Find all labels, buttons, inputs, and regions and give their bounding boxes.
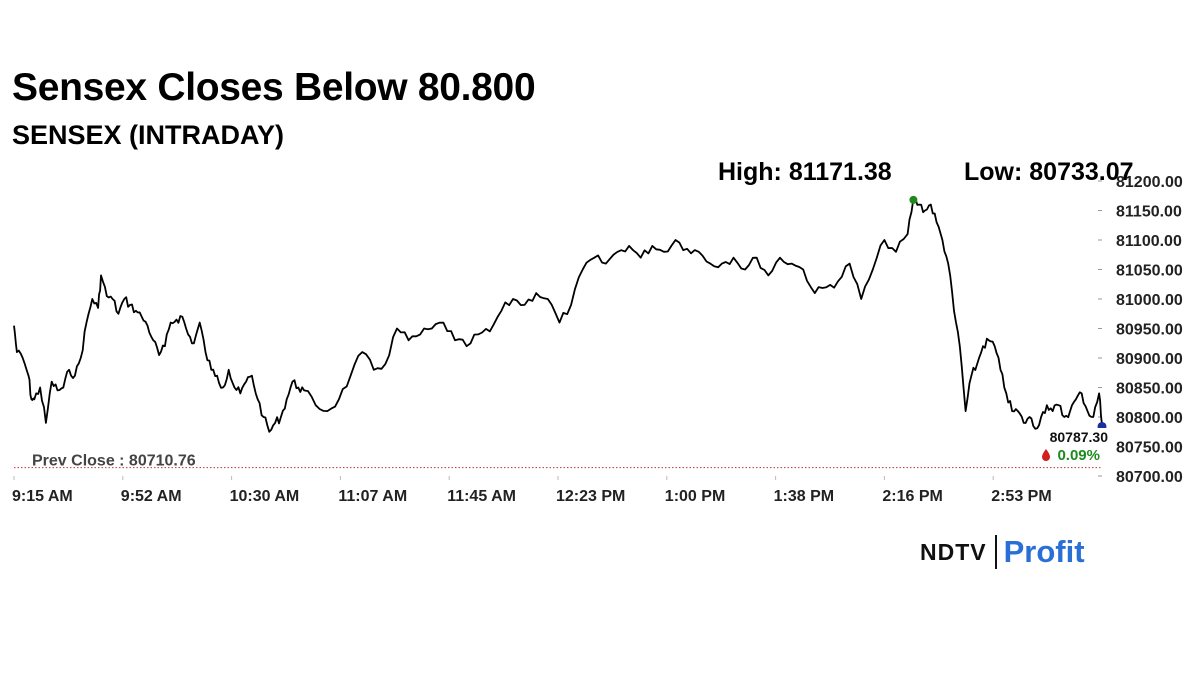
change-percent-label: 0.09% [1057, 447, 1100, 464]
high-marker [909, 195, 918, 204]
y-tick-label: 81150.00 [1116, 204, 1182, 221]
chart-title: SENSEX (INTRADAY) [12, 120, 285, 150]
y-tick-label: 80800.00 [1116, 410, 1183, 427]
y-tick-label: 80950.00 [1116, 322, 1183, 339]
x-tick-label: 1:00 PM [665, 488, 725, 505]
y-tick-label: 80850.00 [1116, 381, 1183, 398]
ndtv-profit-logo: NDTV Profit [920, 532, 1085, 572]
x-tick-label: 2:53 PM [991, 488, 1051, 505]
x-tick-label: 1:38 PM [774, 488, 834, 505]
prev-close-label: Prev Close : 80710.76 [32, 453, 196, 470]
x-tick-label: 9:52 AM [121, 488, 182, 505]
brand-separator [994, 535, 997, 569]
brand-profit: Profit [1003, 534, 1085, 569]
x-tick-label: 11:45 AM [447, 488, 516, 505]
headline: Sensex Closes Below 80.800 [12, 66, 536, 109]
x-tick-label: 11:07 AM [338, 488, 407, 505]
last-value-background [1040, 428, 1110, 464]
last-value-label: 80787.30 [1050, 429, 1109, 445]
x-tick-label: 12:23 PM [556, 488, 625, 505]
x-tick-label: 2:16 PM [882, 488, 942, 505]
y-tick-label: 81000.00 [1116, 292, 1183, 309]
y-tick-label: 80750.00 [1116, 440, 1183, 457]
x-tick-label: 9:15 AM [12, 488, 73, 505]
down-drop-icon [1042, 449, 1050, 461]
y-tick-label: 80900.00 [1116, 351, 1183, 368]
x-tick-label: 10:30 AM [230, 488, 300, 505]
x-axis: 9:15 AM 9:52 AM 10:30 AM 11:07 AM 11:45 AM 12… [12, 476, 1052, 505]
y-tick-label: 80700.00 [1116, 469, 1183, 486]
sensex-series-line [13, 197, 1103, 433]
y-tick-label: 81050.00 [1116, 263, 1183, 280]
y-axis: 81200.00 81150.00 81100.00 81050.00 81000.00… [1098, 174, 1183, 486]
brand-ndtv: NDTV [920, 538, 987, 565]
high-stat: High: 81171.38 [718, 158, 892, 186]
low-stat: Low: 80733.07 [964, 158, 1134, 186]
y-tick-label: 81100.00 [1116, 233, 1182, 250]
y-tick-label: 81200.00 [1116, 174, 1183, 191]
